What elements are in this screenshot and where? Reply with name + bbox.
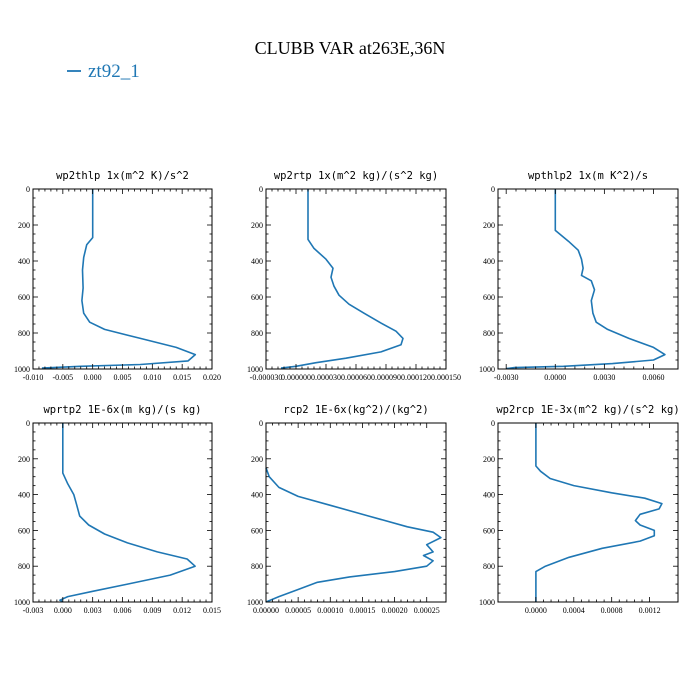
y-tick-label: 400 — [251, 491, 263, 500]
plot-frame — [32, 422, 213, 603]
y-tick-label: 400 — [18, 257, 30, 266]
y-tick-label: 200 — [483, 221, 495, 230]
x-tick-label: -0.003 — [23, 606, 44, 615]
x-tick-label: 0.012 — [173, 606, 191, 615]
x-tick-label: 0.000000 — [281, 373, 311, 382]
y-tick-label: 200 — [18, 455, 30, 464]
y-tick-label: 1000 — [14, 365, 30, 374]
panel-title: wp2rcp 1E-3x(m^2 kg)/(s^2 kg) — [496, 404, 679, 416]
x-tick-label: 0.000090 — [371, 373, 401, 382]
y-tick-label: 400 — [18, 491, 30, 500]
y-tick-label: 800 — [251, 562, 263, 571]
panel-title: rcp2 1E-6x(kg^2)/(kg^2) — [283, 404, 428, 416]
panel-1: wp2thlp 1x(m^2 K)/s^2 -0.010 -0.005 0.000 0.… — [14, 170, 221, 382]
panel-title: wp2rtp 1x(m^2 kg)/(s^2 kg) — [274, 170, 438, 182]
x-tick-label: 0.000120 — [401, 373, 431, 382]
x-tick-label: 0.0000 — [525, 606, 547, 615]
y-tick-label: 200 — [483, 455, 495, 464]
y-tick-label: 800 — [251, 329, 263, 338]
x-tick-label: 0.006 — [114, 606, 132, 615]
y-tick-label: 800 — [483, 329, 495, 338]
x-tick-label: 0.015 — [173, 373, 191, 382]
series-line — [535, 423, 663, 602]
y-tick-label: 0 — [259, 185, 263, 194]
x-tick-label: 0.000 — [84, 373, 102, 382]
y-tick-label: 400 — [483, 257, 495, 266]
x-tick-label: 0.00000 — [253, 606, 279, 615]
panel-6: wp2rcp 1E-3x(m^2 kg)/(s^2 kg) 0.0000 0.000… — [479, 404, 680, 615]
x-tick-label: 0.00020 — [382, 606, 408, 615]
y-tick-label: 0 — [491, 185, 495, 194]
y-tick-label: 0 — [26, 419, 30, 428]
x-tick-label: 0.00005 — [285, 606, 311, 615]
plot-frame — [265, 188, 447, 370]
series-line — [265, 467, 442, 603]
legend-label: zt92_1 — [88, 61, 140, 82]
panel-title: wp2thlp 1x(m^2 K)/s^2 — [56, 170, 189, 182]
series-line — [280, 189, 404, 369]
x-tick-label: -0.010 — [23, 373, 44, 382]
x-tick-label: 0.000060 — [341, 373, 371, 382]
x-tick-label: 0.020 — [203, 373, 221, 382]
x-tick-label: 0.00010 — [317, 606, 343, 615]
y-tick-label: 800 — [18, 329, 30, 338]
series-line — [41, 189, 197, 369]
y-tick-label: 200 — [251, 221, 263, 230]
y-tick-label: 1000 — [14, 598, 30, 607]
figure-title: CLUBB VAR at263E,36N — [255, 38, 446, 58]
x-tick-label: 0.0030 — [593, 373, 615, 382]
x-tick-label: 0.0000 — [544, 373, 566, 382]
x-tick-label: 0.005 — [114, 373, 132, 382]
panels: wp2thlp 1x(m^2 K)/s^2 -0.010 -0.005 0.000 0.… — [14, 170, 680, 615]
panel-title: wpthlp2 1x(m K^2)/s — [528, 170, 648, 182]
y-tick-label: 200 — [18, 221, 30, 230]
y-tick-label: 1000 — [479, 598, 495, 607]
plot-frame — [497, 422, 679, 603]
x-tick-label: 0.0004 — [563, 606, 585, 615]
y-tick-label: 600 — [18, 526, 30, 535]
y-tick-label: 800 — [18, 562, 30, 571]
x-tick-label: 0.000150 — [431, 373, 461, 382]
panel-title: wprtp2 1E-6x(m kg)/(s kg) — [43, 404, 201, 416]
x-tick-label: 0.00025 — [414, 606, 440, 615]
series-line — [506, 189, 666, 370]
x-tick-label: 0.015 — [203, 606, 221, 615]
x-tick-label: -0.0030 — [494, 373, 519, 382]
series-line — [59, 423, 196, 603]
x-tick-label: 0.0012 — [639, 606, 661, 615]
x-tick-label: 0.0060 — [642, 373, 664, 382]
y-tick-label: 1000 — [247, 598, 263, 607]
plot-frame — [32, 188, 213, 370]
y-tick-label: 1000 — [247, 365, 263, 374]
x-tick-label: 0.0008 — [601, 606, 623, 615]
x-tick-label: -0.005 — [52, 373, 73, 382]
panel-5: rcp2 1E-6x(kg^2)/(kg^2) 0.00000 0.00005 0.0… — [247, 404, 447, 615]
y-tick-label: 600 — [483, 293, 495, 302]
panel-3: wpthlp2 1x(m K^2)/s -0.0030 0.0000 0.0030 0.… — [479, 170, 679, 382]
y-tick-label: 0 — [26, 185, 30, 194]
x-tick-label: -0.000030 — [250, 373, 283, 382]
y-tick-label: 600 — [251, 526, 263, 535]
y-tick-label: 400 — [251, 257, 263, 266]
y-tick-label: 0 — [259, 419, 263, 428]
x-tick-label: 0.000030 — [311, 373, 341, 382]
y-tick-label: 200 — [251, 455, 263, 464]
x-tick-label: 0.00015 — [349, 606, 375, 615]
x-tick-label: 0.003 — [84, 606, 102, 615]
y-tick-label: 600 — [251, 293, 263, 302]
y-tick-label: 600 — [483, 526, 495, 535]
panel-4: wprtp2 1E-6x(m kg)/(s kg) -0.003 0.000 0.00… — [14, 404, 221, 615]
y-tick-label: 800 — [483, 562, 495, 571]
x-tick-label: 0.000 — [54, 606, 72, 615]
panel-2: wp2rtp 1x(m^2 kg)/(s^2 kg)-0.0000300.000… — [247, 170, 461, 382]
y-tick-label: 600 — [18, 293, 30, 302]
y-tick-label: 0 — [491, 419, 495, 428]
y-tick-label: 1000 — [479, 365, 495, 374]
x-tick-label: 0.009 — [143, 606, 161, 615]
y-tick-label: 400 — [483, 491, 495, 500]
x-tick-label: 0.010 — [143, 373, 161, 382]
legend: zt92_1 — [67, 61, 140, 82]
